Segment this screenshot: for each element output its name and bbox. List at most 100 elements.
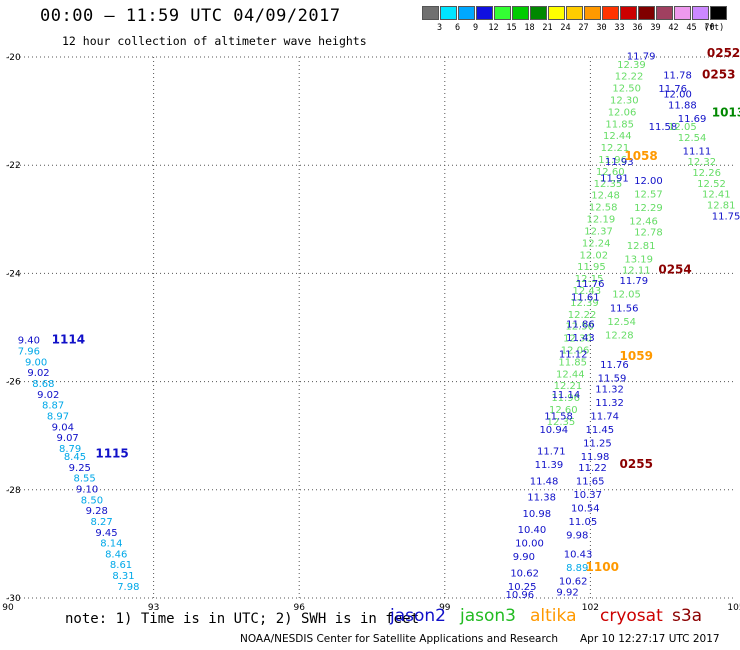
swh-value: 11.59 [598, 374, 627, 385]
swh-value: 9.02 [27, 368, 49, 379]
swh-value: 12.15 [575, 274, 604, 285]
pass-time-label: 1100 [586, 560, 619, 574]
swh-value: 9.40 [18, 336, 40, 347]
lon-tick-label: 105 [727, 603, 740, 613]
pass-times: 1114 1115 0252 0253 1013 1058 0254 1059 0255 1100 [52, 46, 740, 574]
swh-value: 11.05 [569, 517, 598, 528]
swh-value: 12.35 [547, 417, 576, 428]
lat-tick-label: -22 [6, 161, 21, 171]
colorbar-swatch [476, 6, 493, 20]
swh-value: 12.22 [568, 310, 597, 321]
colorbar-swatch [602, 6, 619, 20]
colorbar-label: 21 [542, 23, 553, 33]
swh-value: 12.30 [563, 334, 592, 345]
swh-value: 12.39 [570, 298, 599, 309]
swh-value: 9.04 [52, 422, 74, 433]
lon-tick-label: 96 [293, 603, 305, 613]
swh-value: 8.46 [105, 549, 127, 560]
swh-value: 10.37 [573, 490, 602, 501]
swh-values: 9.407.969.009.028.689.028.878.979.049.07… [18, 52, 740, 601]
swh-value: 11.93 [605, 157, 634, 168]
swh-value: 10.62 [559, 576, 588, 587]
pass-time-label: 0255 [620, 457, 653, 471]
swh-value: 11.91 [600, 173, 629, 184]
swh-value: 12.21 [601, 143, 630, 154]
colorbar-label: 70 [704, 23, 715, 33]
swh-value: 8.97 [47, 411, 69, 422]
swh-value: 12.39 [617, 60, 646, 71]
swh-value: 8.27 [91, 517, 113, 528]
pass-time-label: 0252 [707, 46, 740, 60]
swh-value: 12.43 [572, 286, 601, 297]
colorbar-swatch [710, 6, 727, 20]
swh-value: 12.37 [584, 226, 613, 237]
swh-value: 12.00 [634, 176, 663, 187]
pass-time-label: 1013 [712, 106, 740, 120]
swh-value: 11.71 [537, 447, 566, 458]
swh-value: 12.06 [608, 107, 637, 118]
swh-value: 10.94 [539, 425, 568, 436]
swh-value: 11.32 [595, 384, 624, 395]
swh-value: 11.78 [663, 71, 692, 82]
colorbar-label: 42 [668, 23, 679, 33]
swh-value: 7.98 [117, 582, 139, 593]
lat-tick-label: -30 [6, 594, 21, 604]
swh-value: 11.95 [577, 262, 606, 273]
colorbar-swatch [584, 6, 601, 20]
swh-value: 11.39 [535, 460, 564, 471]
swh-value: 12.60 [549, 405, 578, 416]
swh-value: 12.46 [629, 217, 658, 228]
swh-value: 9.07 [57, 433, 79, 444]
swh-value: 11.45 [586, 425, 615, 436]
swh-value: 11.56 [610, 303, 639, 314]
swh-value: 12.48 [591, 191, 620, 202]
swh-value: 10.00 [515, 539, 544, 550]
swh-value: 7.96 [18, 347, 40, 358]
swh-value: 11.14 [552, 390, 581, 401]
swh-value: 11.65 [576, 476, 605, 487]
swh-value: 10.25 [508, 582, 537, 593]
swh-value: 11.11 [683, 146, 712, 157]
colorbar-label: 15 [506, 23, 517, 33]
swh-value: 9.45 [95, 528, 117, 539]
swh-value: 12.60 [596, 167, 625, 178]
legend-altika: altika [530, 606, 577, 626]
swh-value: 9.90 [513, 552, 535, 563]
swh-value: 11.96 [551, 393, 580, 404]
swh-value: 11.25 [583, 439, 612, 450]
swh-value: 12.05 [668, 122, 697, 133]
colorbar-swatch [620, 6, 637, 20]
swh-value: 11.69 [678, 114, 707, 125]
swh-value: 12.44 [603, 131, 632, 142]
lat-tick-label: -26 [6, 378, 21, 388]
colorbar-label: 33 [614, 23, 625, 33]
swh-value: 9.28 [86, 506, 108, 517]
colorbar-label: 45 [686, 23, 697, 33]
swh-value: 12.41 [702, 190, 731, 201]
colorbar-swatch [548, 6, 565, 20]
swh-value: 11.76 [576, 279, 605, 290]
swh-value: 11.58 [649, 122, 678, 133]
colorbar-label: 39 [650, 23, 661, 33]
swh-value: 8.68 [32, 379, 54, 390]
swh-value: 11.96 [598, 155, 627, 166]
swh-value: 12.11 [622, 265, 651, 276]
colorbar-swatch [656, 6, 673, 20]
colorbar-swatch [530, 6, 547, 20]
swh-value: 11.85 [605, 119, 634, 130]
swh-value: 9.25 [69, 463, 91, 474]
colorbar-swatch [674, 6, 691, 20]
swh-value: 8.87 [42, 401, 64, 412]
swh-value: 11.22 [578, 463, 607, 474]
colorbar-swatch [458, 6, 475, 20]
pass-time-label: 1114 [52, 333, 85, 347]
swh-value: 12.58 [589, 203, 618, 214]
legend-cryosat: cryosat [600, 606, 663, 626]
swh-value: 12.50 [565, 322, 594, 333]
track-trails: 12.3912.2212.5012.3012.0611.8512.4412.21… [547, 60, 646, 428]
swh-value: 12.30 [610, 96, 639, 107]
swh-value: 12.44 [556, 369, 585, 380]
colorbar-swatch [494, 6, 511, 20]
swh-value: 12.81 [627, 241, 656, 252]
